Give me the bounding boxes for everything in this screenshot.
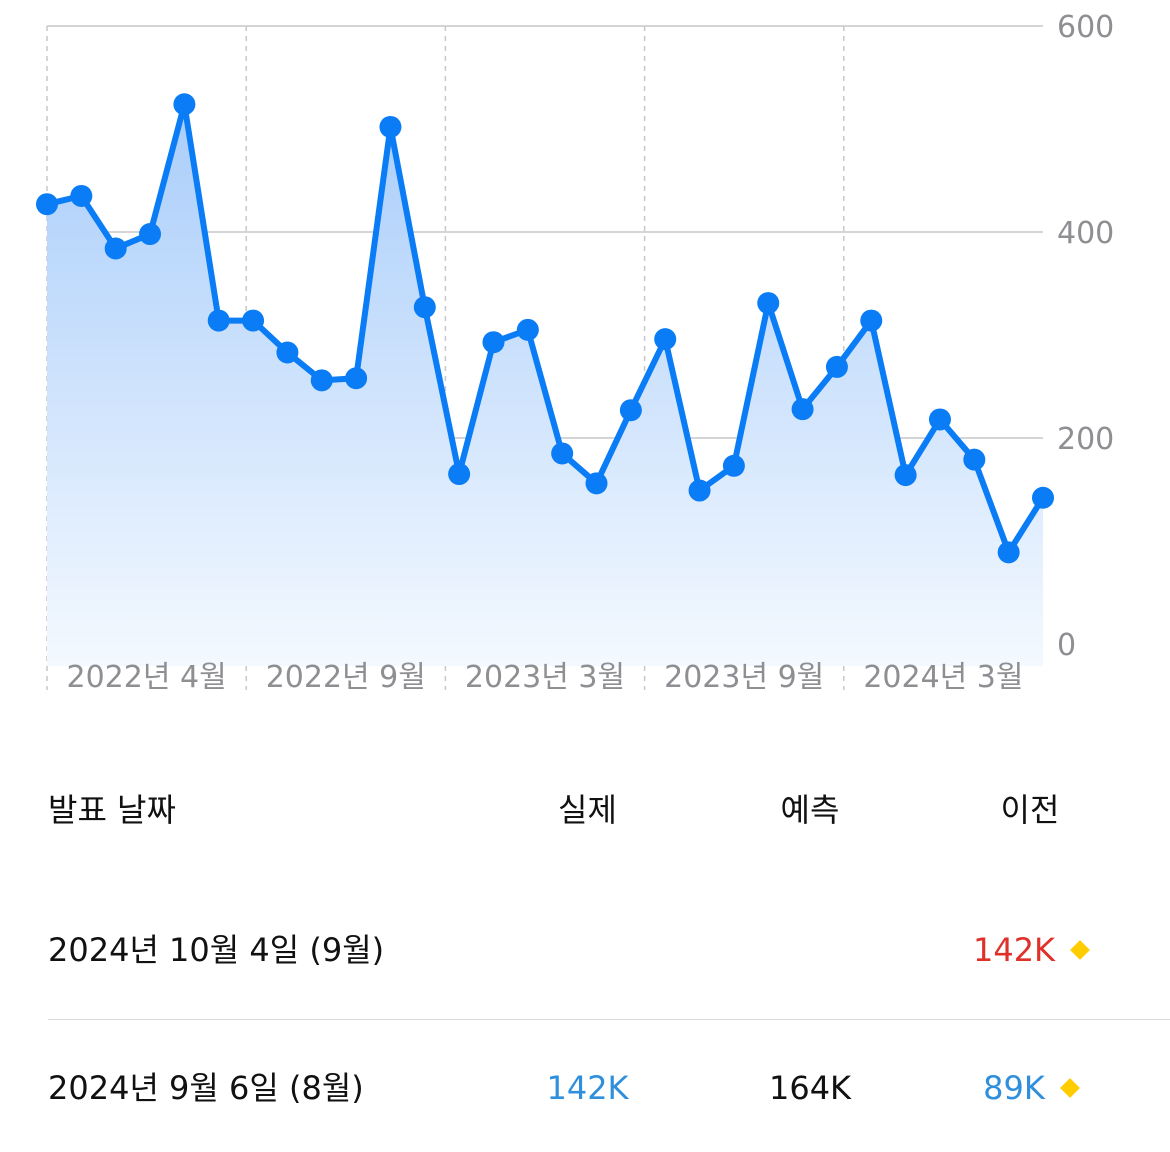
row-forecast bbox=[720, 900, 900, 1000]
row-forecast: 164K bbox=[768, 1069, 852, 1107]
header-actual: 실제 bbox=[558, 791, 617, 829]
data-points bbox=[36, 93, 1054, 564]
data-point bbox=[928, 408, 951, 431]
diamond-icon bbox=[1070, 940, 1090, 960]
data-point bbox=[516, 318, 539, 341]
table-row[interactable]: 2024년 9월 6일 (8월) 142K 164K 89K bbox=[0, 1038, 1170, 1138]
data-point bbox=[860, 309, 883, 332]
y-axis: 600 400 200 0 bbox=[1057, 10, 1114, 663]
data-point bbox=[722, 454, 745, 477]
data-point bbox=[242, 309, 265, 332]
data-point bbox=[448, 463, 471, 486]
row-previous: 142K bbox=[972, 931, 1056, 969]
data-point bbox=[757, 292, 780, 315]
series-line bbox=[44, 101, 1046, 556]
data-point bbox=[963, 448, 986, 471]
data-point bbox=[1032, 486, 1054, 509]
row-divider bbox=[48, 1019, 1170, 1020]
y-tick-label: 200 bbox=[1057, 422, 1114, 457]
row-actual: 142K bbox=[546, 1069, 629, 1107]
header-date: 발표 날짜 bbox=[48, 791, 176, 829]
y-tick-label: 0 bbox=[1057, 628, 1076, 663]
x-tick-label: 2022년 4월 bbox=[67, 660, 227, 695]
data-point bbox=[413, 296, 436, 319]
row-previous: 89K bbox=[983, 1069, 1045, 1107]
data-point bbox=[104, 237, 127, 260]
data-point bbox=[482, 331, 505, 354]
data-point bbox=[551, 442, 574, 465]
data-point bbox=[654, 328, 677, 351]
data-point bbox=[70, 184, 93, 207]
header-forecast: 예측 bbox=[780, 791, 840, 829]
data-point bbox=[173, 93, 196, 116]
table-row[interactable]: 2024년 10월 4일 (9월) 142K bbox=[0, 900, 1170, 1000]
table-header: 발표 날짜 실제 예측 이전 bbox=[0, 760, 1170, 860]
data-point bbox=[688, 479, 711, 502]
data-point bbox=[139, 223, 162, 246]
data-point bbox=[997, 541, 1020, 564]
data-point bbox=[585, 472, 608, 495]
diamond-icon bbox=[1059, 1078, 1080, 1098]
data-point bbox=[791, 398, 814, 421]
row-previous-cell: 142K bbox=[940, 900, 1120, 1000]
x-tick-label: 2024년 3월 bbox=[863, 660, 1023, 695]
data-point bbox=[345, 367, 368, 390]
row-date: 2024년 10월 4일 (9월) bbox=[48, 931, 385, 969]
x-tick-label: 2022년 9월 bbox=[266, 660, 426, 695]
chart: 600 400 200 0 2022년 4월 2022년 9월 2023년 3월 2023년… bbox=[36, 10, 1114, 695]
row-actual bbox=[500, 900, 675, 1000]
row-previous-cell: 89K bbox=[940, 1038, 1120, 1138]
row-date: 2024년 9월 6일 (8월) bbox=[48, 1069, 364, 1107]
header-previous: 이전 bbox=[1000, 791, 1060, 829]
data-point bbox=[276, 341, 299, 364]
data-point bbox=[36, 193, 58, 216]
x-tick-label: 2023년 9월 bbox=[664, 660, 824, 695]
x-axis: 2022년 4월 2022년 9월 2023년 3월 2023년 9월 2024년 3월 bbox=[67, 660, 1024, 695]
data-point bbox=[619, 399, 642, 422]
y-tick-label: 600 bbox=[1057, 10, 1114, 45]
y-tick-label: 400 bbox=[1057, 216, 1114, 251]
series-area bbox=[47, 104, 1043, 666]
data-point bbox=[207, 309, 230, 332]
data-point bbox=[894, 464, 917, 487]
data-point bbox=[825, 355, 848, 378]
data-point bbox=[379, 115, 402, 138]
x-tick-label: 2023년 3월 bbox=[465, 660, 625, 695]
data-point bbox=[310, 369, 333, 392]
